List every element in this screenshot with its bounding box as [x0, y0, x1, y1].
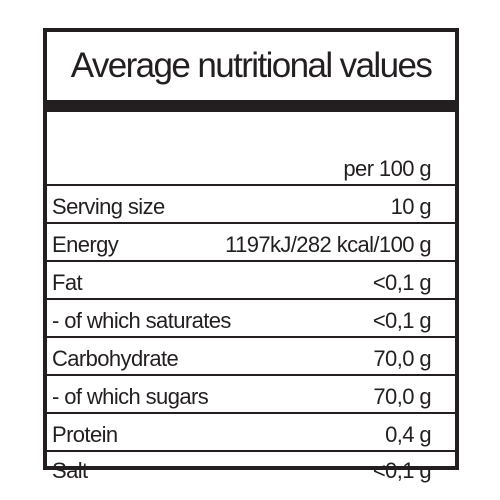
row-label-carbohydrate: Carbohydrate	[52, 346, 179, 371]
table-row: Serving size 10 g	[47, 186, 455, 224]
row-value-serving-size: 10 g	[390, 194, 432, 219]
row-value-carbohydrate: 70,0 g	[373, 346, 431, 371]
table-row: - of which sugars 70,0 g	[47, 376, 455, 414]
table-row: Carbohydrate 70,0 g	[47, 338, 455, 376]
row-value-protein: 0,4 g	[385, 422, 432, 447]
table-row: Fat <0,1 g	[47, 262, 455, 300]
table-row: Protein 0,4 g	[47, 414, 455, 452]
row-value-salt: <0,1 g	[372, 458, 432, 483]
row-label-serving-size: Serving size	[52, 194, 165, 219]
per-100g-header: per 100 g	[343, 156, 431, 181]
nutrition-table: Average nutritional values per 100 g Ser…	[43, 28, 459, 483]
table-row: - of which saturates <0,1 g	[47, 300, 455, 338]
row-value-fat: <0,1 g	[372, 270, 432, 295]
row-label-protein: Protein	[52, 422, 118, 447]
header-row: per 100 g	[47, 112, 455, 186]
row-label-fat: Fat	[52, 270, 83, 295]
row-value-saturates: <0,1 g	[372, 308, 432, 333]
row-label-sugars: - of which sugars	[52, 384, 209, 409]
row-value-sugars: 70,0 g	[373, 384, 431, 409]
row-label-salt: Salt	[52, 458, 88, 483]
row-label-saturates: - of which saturates	[52, 308, 231, 333]
table-title: Average nutritional values	[70, 46, 433, 85]
table-row: Salt <0,1 g	[47, 452, 455, 486]
row-label-energy: Energy	[52, 232, 119, 257]
title-divider	[47, 100, 455, 112]
row-value-energy: 1197kJ/282 kcal/100 g	[225, 232, 432, 257]
table-row: Energy 1197kJ/282 kcal/100 g	[47, 224, 455, 262]
